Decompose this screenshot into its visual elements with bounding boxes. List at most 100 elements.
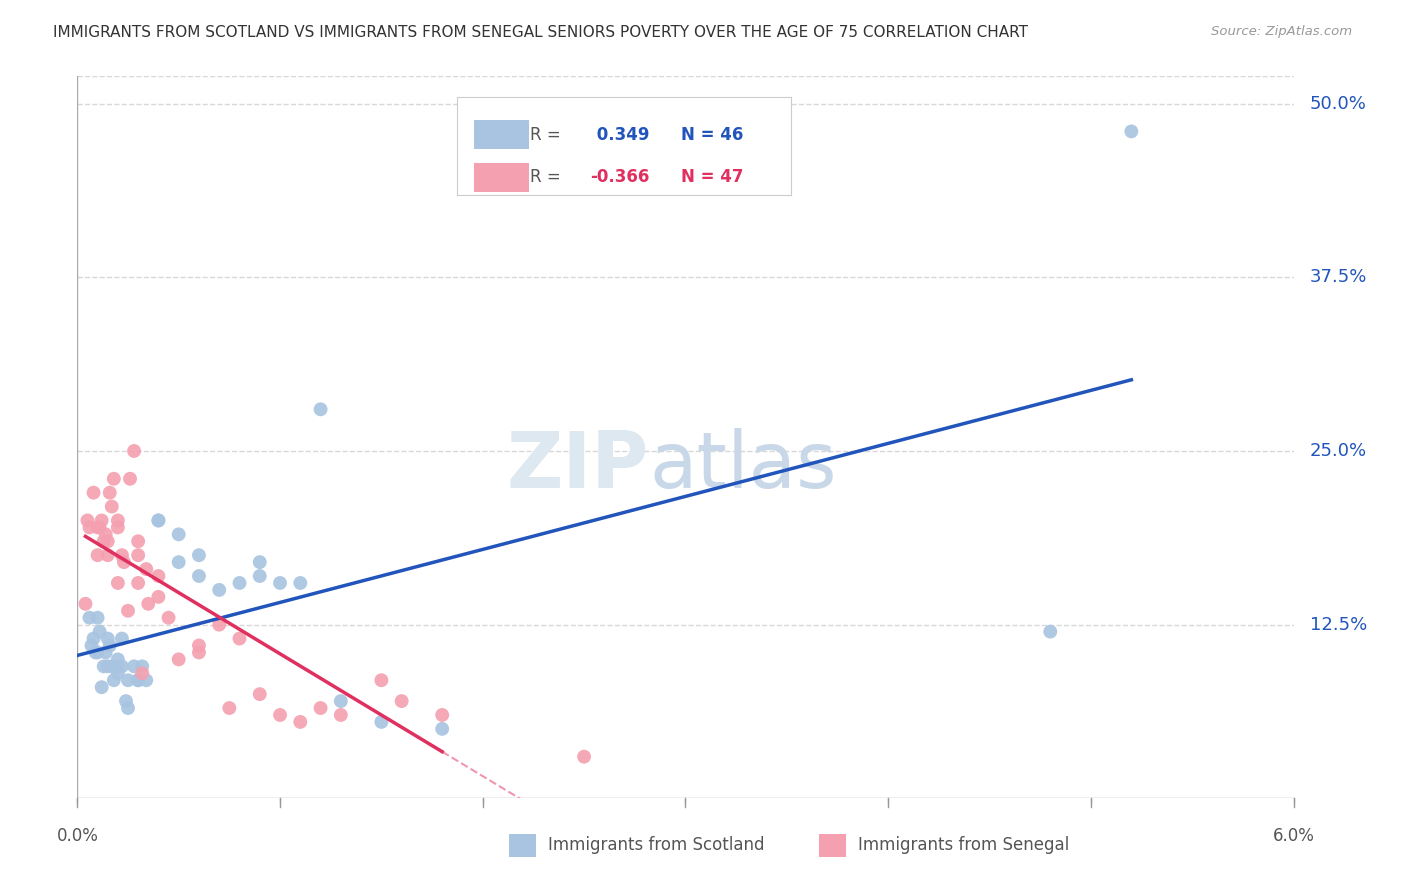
- Point: [97, 659, 120, 673]
- Point: [131, 666, 153, 681]
- Point: [101, 659, 124, 673]
- Point: [228, 632, 250, 646]
- Point: [86, 645, 108, 659]
- Text: IMMIGRANTS FROM SCOTLAND VS IMMIGRANTS FROM SENEGAL SENIORS POVERTY OVER THE AGE: IMMIGRANTS FROM SCOTLAND VS IMMIGRANTS F…: [53, 25, 1028, 40]
- Text: Immigrants from Scotland: Immigrants from Scotland: [548, 837, 765, 855]
- Point: [107, 666, 129, 681]
- Point: [290, 714, 312, 729]
- Point: [290, 576, 312, 591]
- Text: atlas: atlas: [650, 428, 837, 504]
- Point: [218, 701, 240, 715]
- Point: [117, 673, 139, 688]
- Point: [84, 645, 107, 659]
- Point: [93, 659, 115, 673]
- Point: [98, 639, 121, 653]
- Point: [148, 569, 170, 583]
- Point: [122, 659, 145, 673]
- Point: [157, 610, 180, 624]
- Point: [167, 555, 190, 569]
- Point: [107, 652, 129, 666]
- Point: [86, 548, 108, 562]
- Point: [107, 576, 129, 591]
- Point: [269, 708, 291, 723]
- Point: [103, 472, 125, 486]
- Point: [228, 576, 250, 591]
- Point: [83, 632, 105, 646]
- Point: [1121, 124, 1143, 138]
- Point: [208, 582, 231, 597]
- Point: [148, 513, 170, 527]
- Text: 50.0%: 50.0%: [1310, 95, 1367, 112]
- Point: [83, 485, 105, 500]
- Text: 12.5%: 12.5%: [1310, 615, 1367, 633]
- Point: [309, 402, 332, 417]
- Text: 25.0%: 25.0%: [1310, 442, 1367, 460]
- Point: [101, 500, 124, 514]
- Point: [93, 534, 115, 549]
- Text: 0.0%: 0.0%: [56, 827, 98, 846]
- Point: [136, 597, 159, 611]
- Point: [127, 673, 149, 688]
- Point: [148, 513, 170, 527]
- Point: [107, 513, 129, 527]
- Text: 6.0%: 6.0%: [1272, 827, 1315, 846]
- Point: [127, 534, 149, 549]
- Text: ZIP: ZIP: [506, 428, 650, 504]
- Point: [94, 527, 117, 541]
- Point: [76, 513, 98, 527]
- Point: [117, 604, 139, 618]
- Point: [167, 652, 190, 666]
- Text: Source: ZipAtlas.com: Source: ZipAtlas.com: [1212, 25, 1353, 38]
- Point: [111, 548, 134, 562]
- Point: [370, 714, 392, 729]
- Point: [90, 680, 112, 694]
- Point: [97, 548, 120, 562]
- Point: [127, 548, 149, 562]
- Point: [131, 659, 153, 673]
- Point: [391, 694, 413, 708]
- Point: [329, 694, 352, 708]
- Point: [94, 645, 117, 659]
- Point: [111, 659, 134, 673]
- Text: Immigrants from Senegal: Immigrants from Senegal: [858, 837, 1070, 855]
- Point: [80, 639, 103, 653]
- Point: [188, 569, 211, 583]
- Point: [98, 485, 121, 500]
- Point: [90, 513, 112, 527]
- Point: [115, 694, 138, 708]
- Point: [107, 520, 129, 534]
- Point: [135, 673, 157, 688]
- Point: [188, 639, 211, 653]
- Point: [75, 597, 97, 611]
- Point: [430, 708, 453, 723]
- Point: [572, 749, 595, 764]
- Point: [188, 645, 211, 659]
- Point: [111, 632, 134, 646]
- Point: [107, 659, 129, 673]
- Bar: [509, 834, 536, 857]
- Point: [148, 590, 170, 604]
- Point: [249, 555, 271, 569]
- Point: [188, 548, 211, 562]
- Point: [79, 520, 101, 534]
- Point: [249, 687, 271, 701]
- Point: [97, 534, 120, 549]
- Point: [249, 569, 271, 583]
- Point: [89, 520, 111, 534]
- Text: 37.5%: 37.5%: [1310, 268, 1367, 286]
- Point: [86, 610, 108, 624]
- Point: [118, 472, 141, 486]
- Point: [86, 520, 108, 534]
- Point: [208, 617, 231, 632]
- Point: [1039, 624, 1062, 639]
- Point: [112, 555, 135, 569]
- Point: [329, 708, 352, 723]
- Point: [127, 673, 149, 688]
- Point: [122, 444, 145, 458]
- Point: [269, 576, 291, 591]
- Point: [135, 562, 157, 576]
- Point: [103, 673, 125, 688]
- Point: [89, 624, 111, 639]
- Point: [167, 527, 190, 541]
- Point: [97, 632, 120, 646]
